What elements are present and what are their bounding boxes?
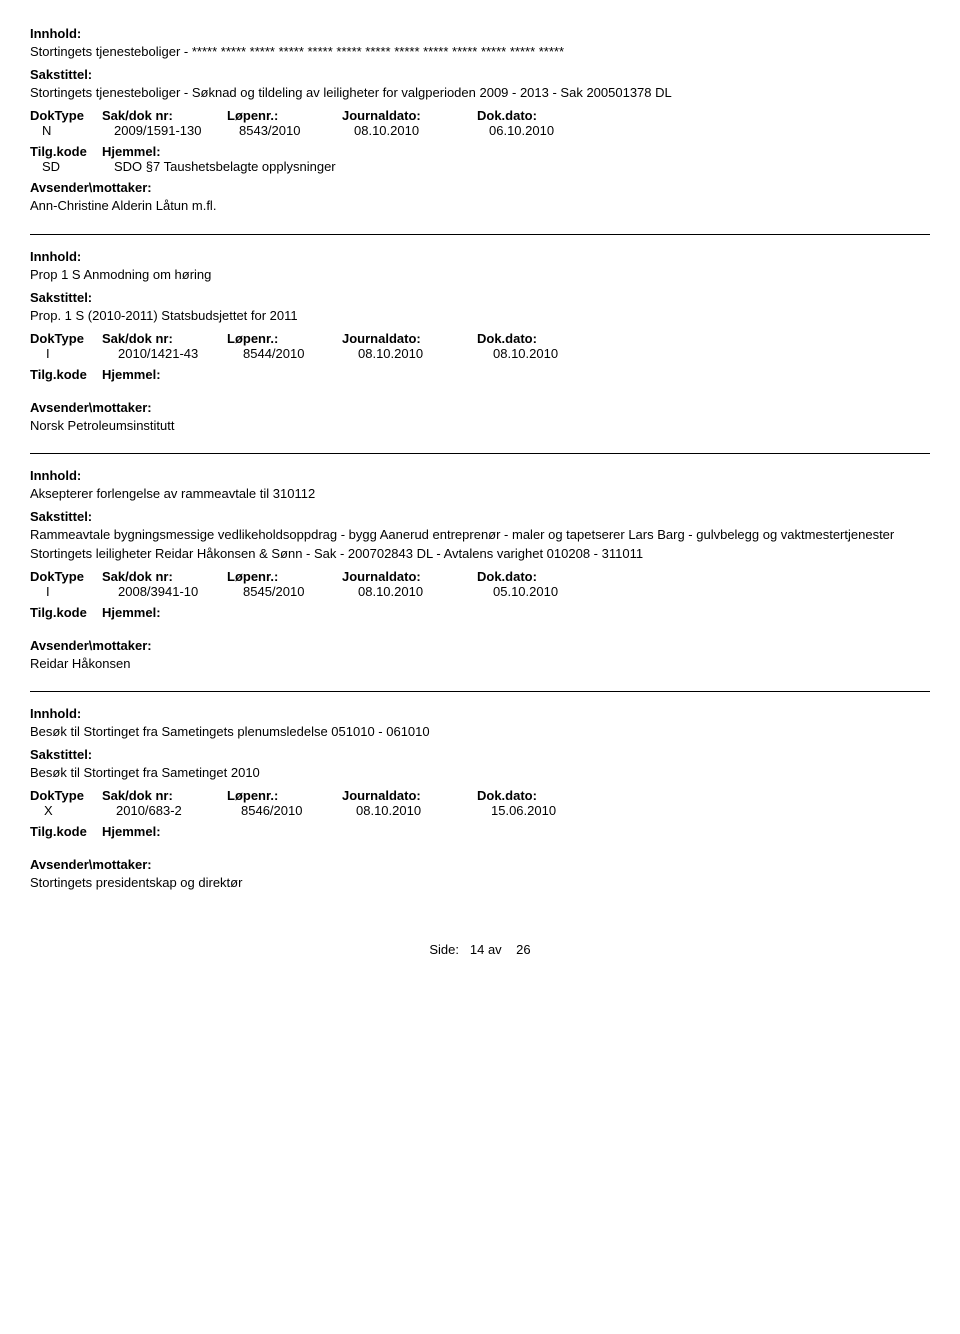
header-sakdok: Sak/dok nr:: [102, 331, 227, 346]
page-footer: Side: 14 av 26: [30, 942, 930, 957]
journaldato-value: 08.10.2010: [358, 584, 493, 599]
dokdato-value: 15.06.2010: [491, 803, 621, 818]
tilg-header-row: Tilg.kode Hjemmel:: [30, 144, 930, 159]
journal-entry: Innhold: Aksepterer forlengelse av ramme…: [30, 468, 930, 673]
avsender-value: Stortingets presidentskap og direktør: [30, 874, 930, 892]
header-lopenr: Løpenr.:: [227, 108, 342, 123]
avsender-value: Reidar Håkonsen: [30, 655, 930, 673]
table-header-row: DokType Sak/dok nr: Løpenr.: Journaldato…: [30, 788, 930, 803]
lopenr-value: 8544/2010: [243, 346, 358, 361]
journaldato-value: 08.10.2010: [358, 346, 493, 361]
table-data-row: I 2008/3941-10 8545/2010 08.10.2010 05.1…: [30, 584, 930, 599]
doktype-value: X: [30, 803, 116, 818]
header-dokdato: Dok.dato:: [477, 788, 607, 803]
tilgkode-value: SD: [30, 159, 114, 174]
doktype-value: I: [30, 346, 118, 361]
header-dokdato: Dok.dato:: [477, 331, 607, 346]
innhold-value: Prop 1 S Anmodning om høring: [30, 266, 930, 284]
sakstittel-value: Besøk til Stortinget fra Sametinget 2010: [30, 764, 930, 782]
sakstittel-label: Sakstittel:: [30, 290, 930, 305]
innhold-value: Aksepterer forlengelse av rammeavtale ti…: [30, 485, 930, 503]
header-dokdato: Dok.dato:: [477, 569, 607, 584]
doktype-value: N: [30, 123, 114, 138]
avsender-label: Avsender\mottaker:: [30, 638, 930, 653]
innhold-label: Innhold:: [30, 468, 930, 483]
header-doktype: DokType: [30, 331, 102, 346]
tilg-header-row: Tilg.kode Hjemmel:: [30, 824, 930, 839]
header-journaldato: Journaldato:: [342, 108, 477, 123]
sakstittel-value: Stortingets tjenesteboliger - Søknad og …: [30, 84, 930, 102]
header-sakdok: Sak/dok nr:: [102, 569, 227, 584]
table-header-row: DokType Sak/dok nr: Løpenr.: Journaldato…: [30, 108, 930, 123]
innhold-value: Stortingets tjenesteboliger - ***** ****…: [30, 43, 930, 61]
innhold-value: Besøk til Stortinget fra Sametingets ple…: [30, 723, 930, 741]
page-av: av: [488, 942, 502, 957]
header-doktype: DokType: [30, 108, 102, 123]
header-hjemmel: Hjemmel:: [102, 824, 930, 839]
sakdok-value: 2010/683-2: [116, 803, 241, 818]
journal-entry: Innhold: Besøk til Stortinget fra Sameti…: [30, 706, 930, 893]
avsender-label: Avsender\mottaker:: [30, 857, 930, 872]
header-hjemmel: Hjemmel:: [102, 367, 930, 382]
journal-entry: Innhold: Stortingets tjenesteboliger - *…: [30, 26, 930, 216]
sakstittel-label: Sakstittel:: [30, 509, 930, 524]
table-data-row: N 2009/1591-130 8543/2010 08.10.2010 06.…: [30, 123, 930, 138]
header-doktype: DokType: [30, 788, 102, 803]
hjemmel-value: SDO §7 Taushetsbelagte opplysninger: [114, 159, 930, 174]
header-doktype: DokType: [30, 569, 102, 584]
header-tilgkode: Tilg.kode: [30, 367, 102, 382]
tilg-data-row: SD SDO §7 Taushetsbelagte opplysninger: [30, 159, 930, 174]
header-hjemmel: Hjemmel:: [102, 144, 930, 159]
header-tilgkode: Tilg.kode: [30, 144, 102, 159]
header-lopenr: Løpenr.:: [227, 569, 342, 584]
lopenr-value: 8543/2010: [239, 123, 354, 138]
header-dokdato: Dok.dato:: [477, 108, 607, 123]
sakstittel-value: Rammeavtale bygningsmessige vedlikeholds…: [30, 526, 930, 562]
tilg-header-row: Tilg.kode Hjemmel:: [30, 367, 930, 382]
journal-entry: Innhold: Prop 1 S Anmodning om høring Sa…: [30, 249, 930, 436]
header-lopenr: Løpenr.:: [227, 331, 342, 346]
header-sakdok: Sak/dok nr:: [102, 788, 227, 803]
innhold-label: Innhold:: [30, 26, 930, 41]
header-journaldato: Journaldato:: [342, 788, 477, 803]
innhold-label: Innhold:: [30, 249, 930, 264]
avsender-label: Avsender\mottaker:: [30, 400, 930, 415]
table-data-row: I 2010/1421-43 8544/2010 08.10.2010 08.1…: [30, 346, 930, 361]
tilg-header-row: Tilg.kode Hjemmel:: [30, 605, 930, 620]
table-header-row: DokType Sak/dok nr: Løpenr.: Journaldato…: [30, 331, 930, 346]
dokdato-value: 06.10.2010: [489, 123, 619, 138]
avsender-label: Avsender\mottaker:: [30, 180, 930, 195]
sakdok-value: 2009/1591-130: [114, 123, 239, 138]
side-label: Side:: [429, 942, 459, 957]
innhold-label: Innhold:: [30, 706, 930, 721]
sakstittel-label: Sakstittel:: [30, 747, 930, 762]
page-current: 14: [470, 942, 484, 957]
lopenr-value: 8545/2010: [243, 584, 358, 599]
header-lopenr: Løpenr.:: [227, 788, 342, 803]
sakdok-value: 2008/3941-10: [118, 584, 243, 599]
dokdato-value: 05.10.2010: [493, 584, 623, 599]
doktype-value: I: [30, 584, 118, 599]
header-journaldato: Journaldato:: [342, 569, 477, 584]
header-hjemmel: Hjemmel:: [102, 605, 930, 620]
separator: [30, 453, 930, 454]
table-header-row: DokType Sak/dok nr: Løpenr.: Journaldato…: [30, 569, 930, 584]
sakdok-value: 2010/1421-43: [118, 346, 243, 361]
header-sakdok: Sak/dok nr:: [102, 108, 227, 123]
header-tilgkode: Tilg.kode: [30, 605, 102, 620]
lopenr-value: 8546/2010: [241, 803, 356, 818]
journaldato-value: 08.10.2010: [354, 123, 489, 138]
sakstittel-label: Sakstittel:: [30, 67, 930, 82]
header-tilgkode: Tilg.kode: [30, 824, 102, 839]
avsender-value: Ann-Christine Alderin Låtun m.fl.: [30, 197, 930, 215]
header-journaldato: Journaldato:: [342, 331, 477, 346]
separator: [30, 234, 930, 235]
separator: [30, 691, 930, 692]
sakstittel-value: Prop. 1 S (2010-2011) Statsbudsjettet fo…: [30, 307, 930, 325]
avsender-value: Norsk Petroleumsinstitutt: [30, 417, 930, 435]
journaldato-value: 08.10.2010: [356, 803, 491, 818]
dokdato-value: 08.10.2010: [493, 346, 623, 361]
table-data-row: X 2010/683-2 8546/2010 08.10.2010 15.06.…: [30, 803, 930, 818]
page-total: 26: [516, 942, 530, 957]
